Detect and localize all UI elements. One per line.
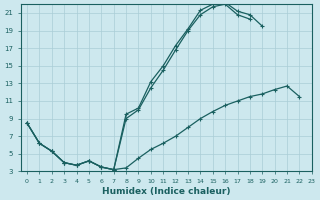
X-axis label: Humidex (Indice chaleur): Humidex (Indice chaleur) — [102, 187, 231, 196]
